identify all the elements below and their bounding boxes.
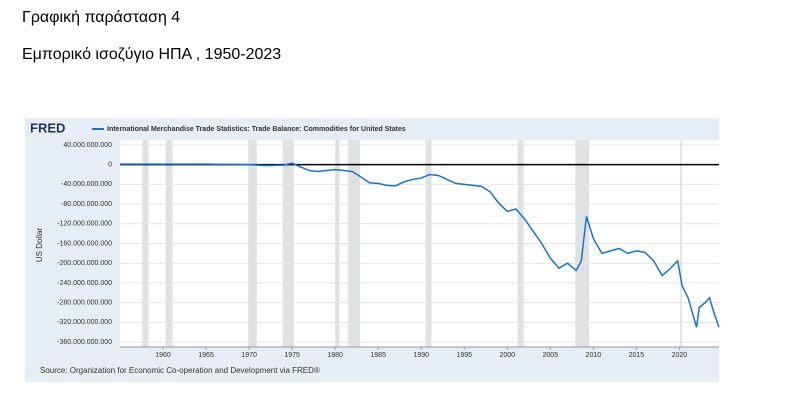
y-tick-label: -320.000.000.000 xyxy=(57,319,112,326)
y-tick-label: -240.000.000.000 xyxy=(57,280,112,287)
x-tick-label: 2010 xyxy=(586,352,602,359)
x-tick-label: 1995 xyxy=(456,352,472,359)
x-tick-label: 2005 xyxy=(543,352,559,359)
x-tick-label: 1960 xyxy=(155,352,171,359)
y-tick-label: -200.000.000.000 xyxy=(57,260,112,267)
x-tick-label: 2000 xyxy=(499,352,515,359)
y-tick-label: -120.000.000.000 xyxy=(57,221,112,228)
x-tick-label: 2015 xyxy=(629,352,645,359)
x-tick-label: 1985 xyxy=(370,352,386,359)
data-line xyxy=(120,162,720,328)
y-tick-label: -40.000.000.000 xyxy=(61,181,112,188)
y-tick-label: -160.000.000.000 xyxy=(57,240,112,247)
x-tick-label: 1980 xyxy=(327,352,343,359)
y-tick-label: -360.000.000.000 xyxy=(57,339,112,346)
logo: FRED xyxy=(30,120,65,135)
subheading: Εμπορικό ισοζύγιο ΗΠΑ , 1950-2023 xyxy=(22,46,281,63)
x-tick-label: 1990 xyxy=(413,352,429,359)
y-tick-label: -280.000.000.000 xyxy=(57,299,112,306)
y-tick-label: 0 xyxy=(108,161,112,168)
legend-label: International Merchandise Trade Statisti… xyxy=(107,126,406,133)
x-tick-label: 1975 xyxy=(284,352,300,359)
y-tick-label: -80.000.000.000 xyxy=(61,201,112,208)
y-axis-label: US Dollar xyxy=(35,228,44,263)
x-tick-label: 2020 xyxy=(672,352,688,359)
y-tick-label: 40.000.000.000 xyxy=(63,142,112,149)
heading: Γραφική παράσταση 4 xyxy=(22,9,180,26)
x-tick-label: 1965 xyxy=(198,352,214,359)
x-tick-label: 1970 xyxy=(241,352,257,359)
source: Source: Organization for Economic Co-ope… xyxy=(40,366,320,375)
